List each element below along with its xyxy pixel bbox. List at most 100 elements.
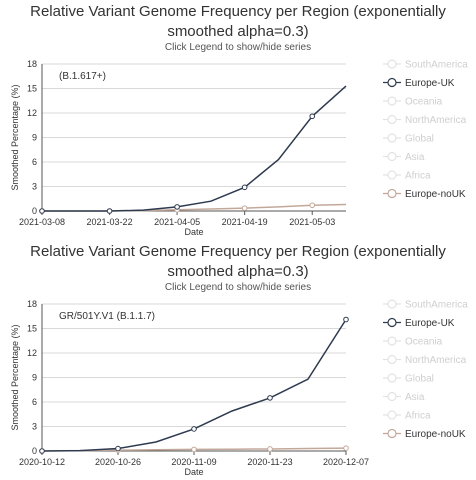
chart-title: Relative Variant Genome Frequency per Re…	[30, 243, 446, 280]
chart-subtitle: Click Legend to show/hide series	[164, 42, 312, 53]
legend-label: Europe-UK	[405, 318, 455, 329]
data-point-europe-uk[interactable]	[309, 113, 316, 120]
chart-title: Relative Variant Genome Frequency per Re…	[30, 3, 446, 40]
chart-panel-b117: Relative Variant Genome Frequency per Re…	[0, 240, 476, 480]
y-tick-label: 6	[32, 397, 37, 407]
legend-item-global[interactable]: Global	[383, 373, 434, 385]
y-tick-label: 0	[32, 446, 37, 456]
chart-subtitle: Click Legend to show/hide series	[164, 282, 312, 293]
y-tick-label: 15	[27, 84, 37, 94]
legend-item-asia[interactable]: Asia	[383, 391, 425, 403]
data-point-europe-uk[interactable]	[191, 426, 197, 432]
legend-label: Global	[405, 374, 434, 385]
legend-marker-icon	[387, 299, 397, 309]
legend-marker-icon	[387, 373, 397, 383]
legend-marker-icon	[387, 133, 397, 143]
legend-item-europe-nouk[interactable]: Europe-noUK	[383, 428, 466, 440]
y-tick-label: 15	[27, 324, 37, 334]
y-tick-label: 9	[32, 373, 37, 383]
y-tick-label: 12	[27, 348, 37, 358]
legend-item-africa[interactable]: Africa	[383, 410, 431, 422]
data-point-europe-uk[interactable]	[115, 445, 121, 452]
legend-label: NorthAmerica	[405, 355, 467, 366]
y-tick-label: 3	[32, 422, 37, 432]
legend-marker-icon	[387, 151, 397, 162]
legend-item-europe-uk[interactable]: Europe-UK	[383, 77, 455, 89]
data-point-europe-uk[interactable]	[106, 208, 113, 214]
data-point-europe-uk[interactable]	[267, 395, 273, 401]
y-tick-label: 12	[27, 108, 37, 118]
legend-label: Europe-noUK	[405, 189, 466, 200]
legend-marker-icon	[387, 170, 397, 180]
legend-item-southamerica[interactable]: SouthAmerica	[383, 59, 468, 71]
legend-label: Europe-noUK	[405, 429, 466, 440]
legend-marker-icon	[387, 428, 397, 439]
legend-marker-icon	[387, 77, 397, 88]
y-axis-label: Smoothed Percentage (%)	[10, 84, 20, 190]
legend-label: SouthAmerica	[405, 60, 468, 71]
legend-label: Europe-UK	[405, 78, 455, 89]
x-tick-label: 2021-03-08	[19, 217, 65, 227]
legend-marker-icon	[387, 391, 397, 402]
data-point-europe-uk[interactable]	[241, 184, 248, 191]
legend-label: Asia	[405, 152, 425, 163]
legend-label: Oceania	[405, 97, 443, 108]
y-tick-label: 18	[27, 299, 37, 309]
x-tick-label: 2021-05-03	[289, 217, 335, 227]
data-point-europe-nouk[interactable]	[343, 445, 349, 451]
x-axis-label: Date	[184, 227, 203, 237]
legend-item-asia[interactable]: Asia	[383, 151, 425, 163]
data-point-europe-uk[interactable]	[39, 208, 45, 214]
chart-panel-b1617: Relative Variant Genome Frequency per Re…	[10, 3, 468, 237]
y-tick-label: 6	[32, 157, 37, 167]
y-tick-label: 9	[32, 133, 37, 143]
x-tick-label: 2020-10-26	[95, 457, 141, 467]
chart-annotation: GR/501Y.V1 (B.1.1.7)	[59, 311, 155, 322]
legend-marker-icon	[387, 410, 397, 420]
legend-item-northamerica[interactable]: NorthAmerica	[383, 114, 467, 126]
legend-label: NorthAmerica	[405, 115, 467, 126]
x-tick-label: 2020-10-12	[19, 457, 65, 467]
legend-marker-icon	[387, 317, 397, 328]
legend-item-oceania[interactable]: Oceania	[383, 336, 443, 348]
legend-item-southamerica[interactable]: SouthAmerica	[383, 299, 468, 311]
line-chart-b117: 0 3 6 9 12 15 18 2020-10-12 2020-10-26 2020-11-09…	[10, 299, 468, 477]
data-point-europe-nouk[interactable]	[191, 446, 197, 453]
y-tick-label: 0	[32, 206, 37, 216]
x-tick-label: 2021-03-22	[87, 217, 133, 227]
legend-item-europe-nouk[interactable]: Europe-noUK	[383, 188, 466, 200]
data-point-europe-nouk[interactable]	[241, 205, 248, 211]
y-tick-label: 18	[27, 59, 37, 69]
x-tick-label: 2021-04-19	[222, 217, 268, 227]
series-line-europe-uk	[42, 85, 347, 212]
legend-marker-icon	[387, 188, 397, 199]
x-tick-label: 2021-04-05	[154, 217, 200, 227]
data-point-europe-uk[interactable]	[174, 204, 180, 210]
y-tick-label: 3	[32, 182, 37, 192]
data-point-europe-nouk[interactable]	[267, 446, 273, 452]
legend-item-oceania[interactable]: Oceania	[383, 96, 443, 108]
legend-item-northamerica[interactable]: NorthAmerica	[383, 354, 467, 366]
data-point-europe-uk[interactable]	[343, 316, 349, 323]
line-chart-b1617: 0 3 6 9 12 15 18 2021-03-08 2021-03-22 2021-04-05…	[10, 59, 468, 237]
legend-item-africa[interactable]: Africa	[383, 170, 431, 182]
legend-label: Oceania	[405, 337, 443, 348]
legend-label: Africa	[405, 171, 431, 182]
legend-marker-icon	[387, 114, 397, 125]
x-tick-label: 2020-11-23	[247, 457, 292, 467]
legend-item-europe-uk[interactable]: Europe-UK	[383, 317, 455, 329]
legend-marker-icon	[387, 336, 397, 346]
legend-label: Global	[405, 134, 434, 145]
series-line-europe-nouk	[42, 203, 347, 212]
data-point-europe-uk[interactable]	[39, 448, 45, 454]
x-tick-label: 2020-12-07	[323, 457, 369, 467]
legend-marker-icon	[387, 354, 397, 365]
legend-item-global[interactable]: Global	[383, 133, 434, 145]
y-axis-label: Smoothed Percentage (%)	[10, 324, 20, 430]
x-tick-label: 2020-11-09	[171, 457, 216, 467]
legend-marker-icon	[387, 59, 397, 69]
legend-label: Africa	[405, 411, 431, 422]
chart-annotation: (B.1.617+)	[59, 71, 106, 82]
data-point-europe-nouk[interactable]	[309, 202, 316, 209]
legend-label: Asia	[405, 392, 425, 403]
